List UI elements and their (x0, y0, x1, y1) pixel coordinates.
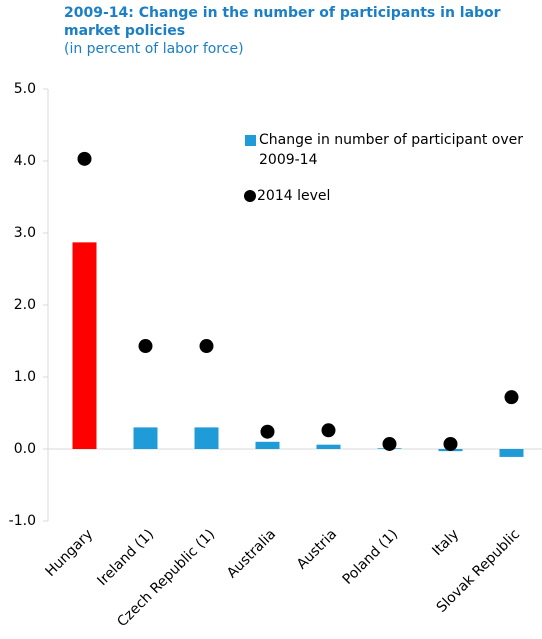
y-tick-label: 5.0 (14, 81, 36, 97)
legend-label: Change in number of participant over 200… (259, 132, 523, 168)
x-tick-label: Hungary (43, 526, 97, 580)
marker (321, 423, 336, 438)
marker (504, 390, 519, 405)
y-tick-label: 3.0 (14, 225, 36, 241)
legend-swatch (245, 135, 256, 146)
marker (443, 436, 458, 451)
bar (255, 441, 280, 449)
legend-marker (244, 190, 256, 202)
marker (77, 151, 92, 166)
y-tick-label: -1.0 (9, 513, 36, 529)
bar (194, 427, 219, 449)
x-tick-label: Poland (1) (340, 526, 402, 588)
bar (72, 242, 97, 449)
bar (133, 427, 158, 449)
y-tick-label: 1.0 (14, 369, 36, 385)
bar (499, 449, 524, 457)
y-tick-label: 4.0 (14, 153, 36, 169)
marker (199, 339, 214, 354)
legend-label: 2014 level (257, 188, 331, 204)
x-tick-label: Austria (294, 526, 340, 572)
chart-title: 2009-14: Change in the number of partici… (64, 5, 501, 39)
marker (138, 339, 153, 354)
marker (260, 424, 275, 439)
bar (316, 444, 341, 449)
x-tick-label: Ireland (1) (94, 526, 157, 589)
x-tick-label: Italy (429, 526, 462, 559)
y-tick-label: 2.0 (14, 297, 36, 313)
marker (382, 436, 397, 451)
y-tick-label: 0.0 (14, 441, 36, 457)
chart-subtitle: (in percent of labor force) (64, 41, 244, 57)
x-tick-label: Australia (224, 526, 279, 581)
